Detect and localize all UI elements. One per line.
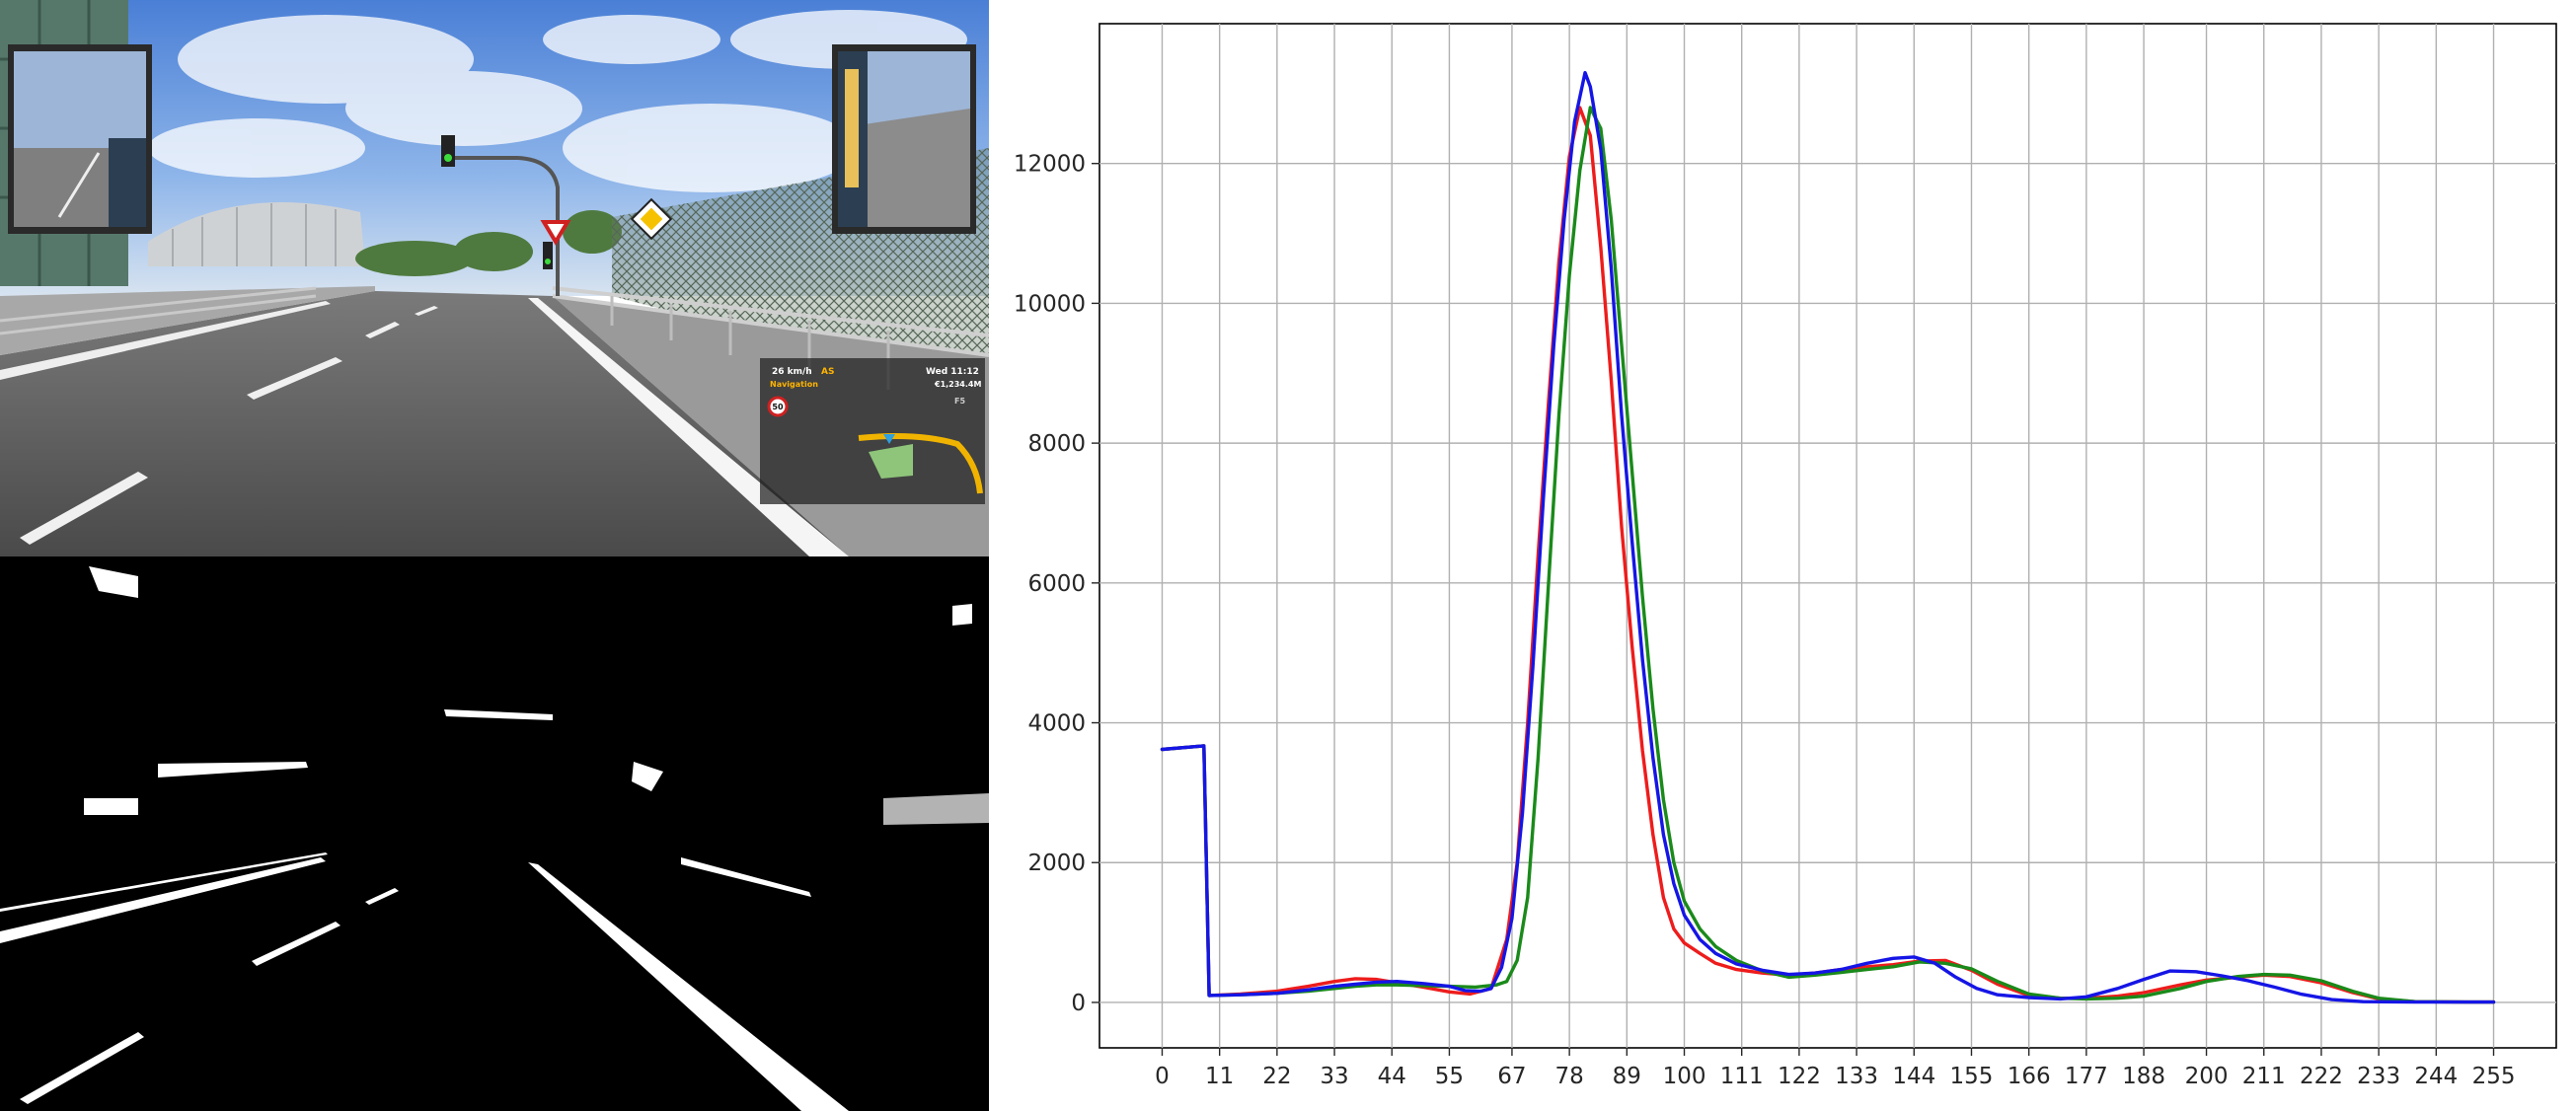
x-tick-label: 0 bbox=[1155, 1064, 1170, 1089]
hud-day-time: Wed 11:12 bbox=[926, 367, 979, 377]
x-tick-label: 44 bbox=[1378, 1064, 1406, 1089]
plot-frame bbox=[1099, 23, 2557, 1049]
x-tick-label: 144 bbox=[1892, 1064, 1935, 1089]
histogram-chart-panel: 0 11 22 33 44 55 67 78 89 100 111 122 133 144 155 166 17… bbox=[989, 0, 2576, 1111]
x-tick-label: 33 bbox=[1320, 1064, 1348, 1089]
game-driving-view: 26 km/h AS Wed 11:12 Navigation €1,234.4… bbox=[0, 0, 989, 556]
series-line-red bbox=[1160, 106, 2496, 1004]
hud-speed: 26 km/h bbox=[772, 367, 812, 377]
x-tick-label: 122 bbox=[1778, 1064, 1821, 1089]
traffic-light bbox=[441, 135, 560, 296]
minimap-truck-icon bbox=[883, 434, 895, 444]
y-tick-label: 8000 bbox=[1027, 431, 1086, 457]
trees bbox=[355, 210, 622, 276]
y-tick-label: 0 bbox=[1071, 991, 1086, 1016]
series-line-green bbox=[1160, 106, 2496, 1004]
x-tick-label: 233 bbox=[2357, 1064, 2400, 1089]
x-tick-label: 222 bbox=[2300, 1064, 2343, 1089]
x-tick-label: 67 bbox=[1497, 1064, 1526, 1089]
x-tick-label: 188 bbox=[2122, 1064, 2165, 1089]
threshold-mask-view bbox=[0, 556, 989, 1111]
y-tick-label: 2000 bbox=[1027, 851, 1086, 876]
priority-road-sign bbox=[630, 197, 673, 241]
y-tick-label: 10000 bbox=[1014, 291, 1086, 317]
x-tick-label: 78 bbox=[1554, 1064, 1583, 1089]
yield-sign bbox=[540, 220, 571, 246]
mask-white-regions bbox=[0, 566, 989, 1111]
game-scene: 26 km/h AS Wed 11:12 Navigation €1,234.4… bbox=[0, 0, 989, 556]
x-tick-label: 89 bbox=[1613, 1064, 1641, 1089]
x-tick-label: 100 bbox=[1663, 1064, 1706, 1089]
threshold-mask bbox=[0, 556, 989, 1111]
y-tick-label: 4000 bbox=[1027, 711, 1086, 737]
minimap-area bbox=[869, 444, 913, 479]
lane-dashes bbox=[20, 306, 438, 545]
hud-zoom-hint: F5 bbox=[954, 397, 965, 406]
grid-lines bbox=[1099, 24, 2556, 1048]
y-tick-label: 12000 bbox=[1014, 152, 1086, 178]
x-tick-label: 166 bbox=[2008, 1064, 2051, 1089]
road bbox=[0, 291, 849, 556]
x-tick-label: 22 bbox=[1262, 1064, 1291, 1089]
series-lines bbox=[1160, 70, 2496, 1004]
x-tick-label: 244 bbox=[2414, 1064, 2458, 1089]
x-axis-ticks: 0 11 22 33 44 55 67 78 89 100 111 122 133 144 155 166 17… bbox=[1155, 1048, 2515, 1089]
histogram-chart: 0 11 22 33 44 55 67 78 89 100 111 122 133 144 155 166 17… bbox=[1014, 23, 2557, 1089]
left-mirror bbox=[8, 44, 152, 234]
speed-limit-sign bbox=[767, 396, 789, 417]
x-tick-label: 200 bbox=[2185, 1064, 2229, 1089]
right-mirror bbox=[832, 44, 976, 234]
x-tick-label: 211 bbox=[2242, 1064, 2286, 1089]
hud-panel: 26 km/h AS Wed 11:12 Navigation €1,234.4… bbox=[760, 358, 985, 504]
x-tick-label: 133 bbox=[1835, 1064, 1878, 1089]
hud-cruise: AS bbox=[821, 367, 834, 377]
x-tick-label: 255 bbox=[2472, 1064, 2516, 1089]
x-tick-label: 177 bbox=[2065, 1064, 2108, 1089]
hud-navigation-label: Navigation bbox=[770, 380, 818, 389]
y-axis-ticks: 0 2000 4000 6000 8000 10000 12000 bbox=[1014, 152, 1099, 1016]
x-tick-label: 11 bbox=[1205, 1064, 1234, 1089]
series-line-blue bbox=[1160, 70, 2496, 1004]
x-tick-label: 111 bbox=[1720, 1064, 1764, 1089]
y-tick-label: 6000 bbox=[1027, 571, 1086, 597]
x-tick-label: 55 bbox=[1435, 1064, 1464, 1089]
x-tick-label: 155 bbox=[1950, 1064, 1994, 1089]
hud-money: €1,234.4M bbox=[934, 380, 981, 389]
hud-speed-limit: 50 bbox=[772, 403, 784, 411]
